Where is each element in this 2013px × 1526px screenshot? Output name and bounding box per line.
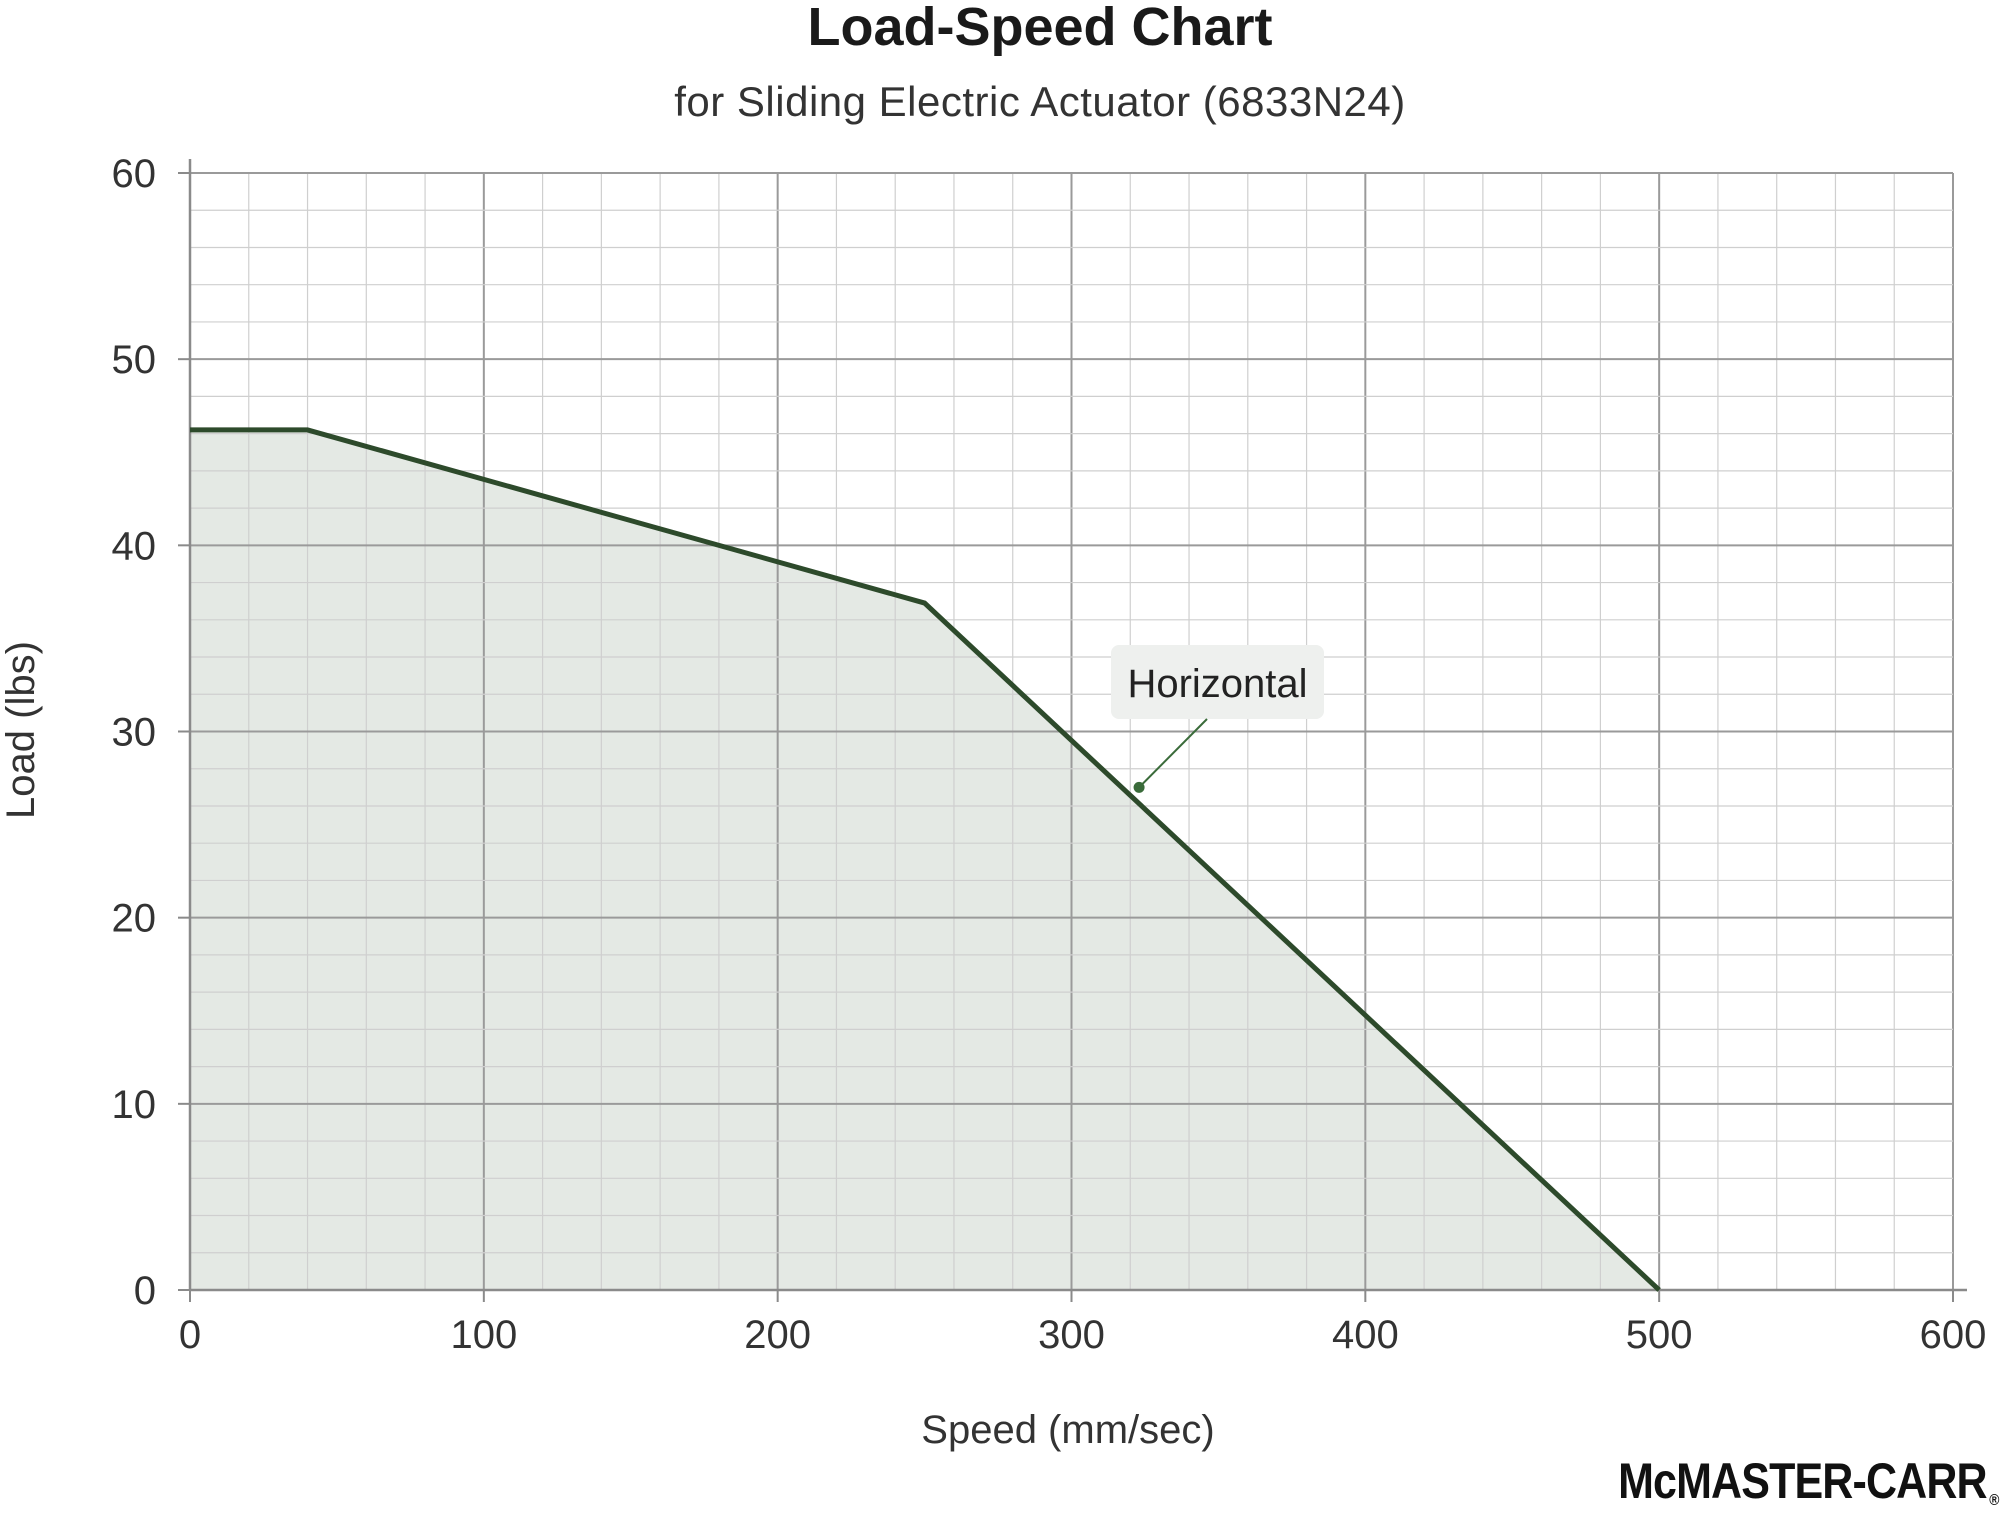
x-tick-label: 200: [744, 1313, 811, 1357]
y-tick-label: 50: [112, 338, 157, 382]
callout-leader: [1138, 718, 1208, 789]
logo-text: McMASTER-CARR: [1617, 1453, 1988, 1509]
series-line-horizontal: [190, 427, 1661, 1292]
x-tick-label: 300: [1038, 1313, 1105, 1357]
series-callout: Horizontal: [1111, 645, 1324, 793]
y-tick-label: 30: [112, 711, 157, 755]
series-line-group: [190, 427, 1661, 1292]
x-tick-labels: 0 100 200 300 400 500 600: [179, 1313, 1987, 1357]
chart-subtitle: for Sliding Electric Actuator (6833N24): [674, 78, 1406, 125]
chart-title: Load-Speed Chart: [807, 0, 1273, 57]
y-tick-label: 40: [112, 524, 157, 568]
y-tick-labels: 0 10 20 30 40 50 60: [112, 152, 157, 1313]
callout-marker: [1133, 781, 1145, 793]
y-tick-label: 0: [134, 1269, 156, 1313]
x-axis-label: Speed (mm/sec): [921, 1408, 1214, 1452]
x-tick-label: 100: [450, 1313, 517, 1357]
y-tick-label: 10: [112, 1083, 157, 1127]
registered-mark: ®: [1988, 1492, 1999, 1509]
y-tick-label: 20: [112, 897, 157, 941]
safe-operating-area: [190, 429, 1660, 1290]
x-tick-label: 400: [1332, 1313, 1399, 1357]
y-axis-label: Load (lbs): [0, 641, 43, 819]
callout-box: [1111, 645, 1324, 719]
y-tick-label: 60: [112, 152, 157, 196]
x-tick-label: 600: [1920, 1313, 1987, 1357]
callout-label: Horizontal: [1127, 662, 1307, 706]
x-tick-label: 0: [179, 1313, 201, 1357]
mcmaster-carr-logo: McMASTER-CARR ®: [1618, 1452, 1999, 1510]
x-tick-label: 500: [1626, 1313, 1693, 1357]
area-fill: [190, 429, 1660, 1290]
chart-axes: [178, 159, 1967, 1302]
